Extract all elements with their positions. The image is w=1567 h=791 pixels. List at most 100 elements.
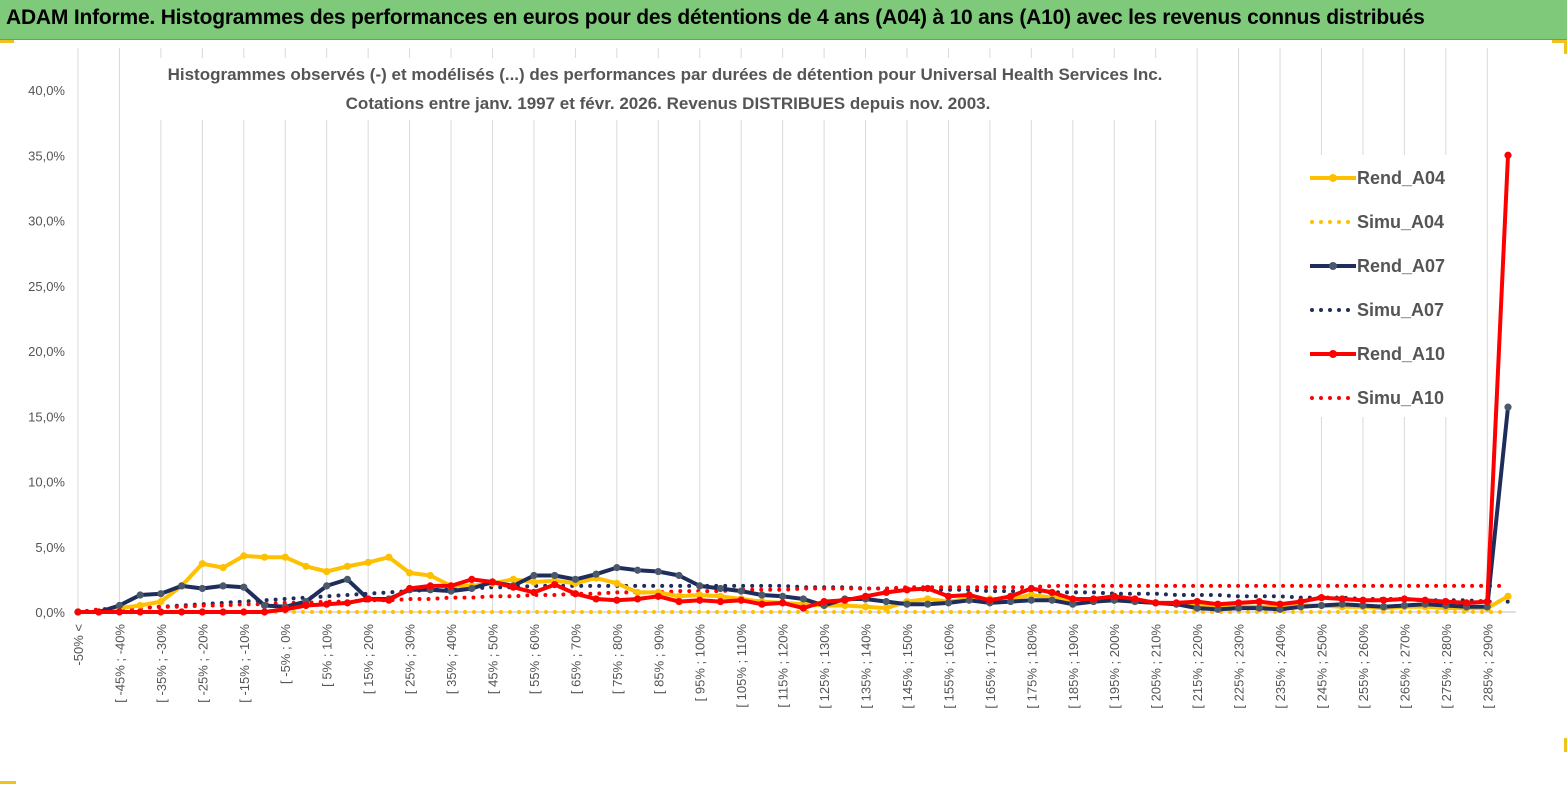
x-tick-label: [ 225% ; 230% bbox=[1232, 624, 1247, 709]
data-point bbox=[530, 578, 538, 586]
legend-item-rend-a07: Rend_A07 bbox=[1310, 256, 1445, 276]
series-line bbox=[78, 155, 1510, 614]
x-tick-label: [ 265% ; 270% bbox=[1397, 624, 1412, 709]
data-point bbox=[157, 590, 165, 598]
data-point bbox=[1359, 596, 1367, 604]
x-tick-label: [ 55% ; 60% bbox=[527, 624, 542, 695]
x-tick-label: [ -35% ; -30% bbox=[154, 624, 169, 703]
data-point bbox=[1110, 592, 1118, 600]
data-point bbox=[675, 571, 683, 580]
data-point bbox=[924, 595, 932, 603]
data-point bbox=[675, 592, 683, 600]
data-point bbox=[198, 560, 206, 568]
data-point bbox=[468, 575, 476, 583]
data-point bbox=[944, 592, 953, 600]
data-point bbox=[509, 583, 517, 591]
data-point bbox=[841, 601, 849, 610]
data-point bbox=[323, 600, 331, 608]
corner-accent-top-left bbox=[0, 40, 14, 43]
legend-label: Rend_A04 bbox=[1357, 168, 1445, 188]
legend-label: Rend_A07 bbox=[1357, 256, 1445, 276]
data-point bbox=[965, 591, 973, 599]
x-tick-label: [ -15% ; -10% bbox=[237, 624, 252, 703]
series-line bbox=[78, 406, 1510, 614]
chart-title-background bbox=[150, 58, 1184, 120]
x-tick-label: [ 125% ; 130% bbox=[817, 624, 832, 709]
data-point bbox=[178, 608, 186, 616]
legend: Rend_A04 Simu_A04 Rend_A07 Simu_A07 Rend_A10… bbox=[1310, 168, 1445, 408]
x-tick-label: [ 85% ; 90% bbox=[651, 624, 666, 695]
legend-item-simu-a04: Simu_A04 bbox=[1310, 212, 1444, 232]
data-point bbox=[178, 582, 186, 590]
report-title: ADAM Informe. Histogrammes des performan… bbox=[6, 6, 1425, 29]
data-point bbox=[364, 558, 372, 567]
x-tick-label: [ 275% ; 280% bbox=[1439, 624, 1454, 709]
data-point bbox=[944, 599, 953, 607]
data-point bbox=[1276, 600, 1284, 608]
data-point bbox=[1483, 597, 1491, 606]
x-tick-label: [ 75% ; 80% bbox=[610, 624, 625, 695]
data-point bbox=[1504, 403, 1512, 411]
data-point bbox=[903, 586, 911, 594]
data-point bbox=[219, 564, 227, 572]
x-tick-label: [ 155% ; 160% bbox=[941, 624, 956, 709]
data-point bbox=[405, 569, 414, 577]
y-tick-label: 25,0% bbox=[28, 279, 65, 294]
data-point bbox=[924, 600, 932, 608]
x-tick-label: [ 25% ; 30% bbox=[403, 624, 418, 695]
x-tick-label: [ 195% ; 200% bbox=[1107, 624, 1122, 709]
x-tick-label: [ -25% ; -20% bbox=[195, 624, 210, 703]
data-point bbox=[551, 571, 559, 580]
corner-accent-right-top bbox=[1564, 40, 1567, 54]
data-point bbox=[1027, 584, 1035, 593]
data-point bbox=[364, 595, 372, 603]
data-point bbox=[260, 601, 269, 610]
data-point bbox=[696, 596, 704, 604]
data-point bbox=[323, 567, 331, 576]
data-point bbox=[530, 571, 538, 580]
data-point bbox=[758, 600, 766, 608]
x-tick-label: [ 135% ; 140% bbox=[859, 624, 874, 709]
data-point bbox=[1069, 595, 1077, 603]
legend-marker bbox=[1329, 262, 1337, 270]
x-tick-label: [ 65% ; 70% bbox=[568, 624, 583, 695]
y-tick-label: 0,0% bbox=[35, 605, 65, 620]
data-point bbox=[1462, 599, 1471, 607]
data-point bbox=[924, 584, 932, 593]
data-point bbox=[343, 562, 352, 570]
corner-accent-top-right bbox=[1552, 40, 1567, 43]
x-tick-label: [ 235% ; 240% bbox=[1273, 624, 1288, 709]
data-point bbox=[1131, 595, 1139, 603]
x-tick-label: [ 255% ; 260% bbox=[1356, 624, 1371, 709]
data-point bbox=[1027, 596, 1035, 604]
chart-title-line-2: Cotations entre janv. 1997 et févr. 2026… bbox=[346, 94, 991, 113]
x-tick-label: [ 145% ; 150% bbox=[900, 624, 915, 709]
series-rend-a10 bbox=[74, 151, 1512, 616]
data-point bbox=[1007, 597, 1015, 606]
x-tick-label: [ -5% ; 0% bbox=[278, 624, 293, 684]
data-point bbox=[613, 579, 621, 587]
data-point bbox=[1317, 594, 1326, 602]
x-tick-label: [ 15% ; 20% bbox=[361, 624, 376, 695]
data-point bbox=[343, 575, 352, 583]
data-point bbox=[1048, 596, 1056, 604]
data-point bbox=[157, 608, 165, 616]
x-tick-label: [ 105% ; 110% bbox=[734, 624, 749, 708]
data-point bbox=[779, 599, 787, 607]
corner-accent-right-bottom bbox=[1564, 738, 1567, 752]
data-point bbox=[1297, 603, 1305, 611]
data-point bbox=[633, 588, 642, 597]
data-point bbox=[551, 580, 559, 589]
data-point bbox=[779, 592, 787, 600]
data-point bbox=[1193, 604, 1201, 612]
legend-item-rend-a10: Rend_A10 bbox=[1310, 344, 1445, 364]
data-point bbox=[136, 601, 144, 610]
series-rend-a07 bbox=[74, 403, 1512, 616]
legend-label: Rend_A10 bbox=[1357, 344, 1445, 364]
data-point bbox=[799, 595, 807, 603]
data-point bbox=[1504, 151, 1512, 159]
data-point bbox=[157, 597, 165, 606]
data-point bbox=[1152, 599, 1160, 607]
data-point bbox=[115, 608, 124, 616]
data-point bbox=[468, 584, 476, 593]
